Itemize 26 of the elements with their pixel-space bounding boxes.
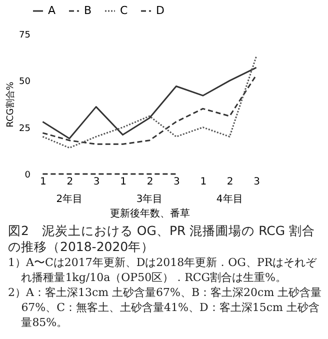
x-axis-title: 更新後年数、番草 [110,208,190,220]
legend-label: D [156,4,164,17]
text: 4年目 [216,193,243,205]
x-tick-label: 1 [40,176,46,188]
x-tick-label: 1 [200,176,207,188]
y-tick-label: 75 [19,30,30,40]
text: 3年目 [136,193,163,205]
y-tick-label: 50 [19,77,31,88]
legend-label: C [120,4,128,17]
x-tick-label: 2 [66,176,74,188]
y-tick-label: 25 [19,124,30,134]
x-tick-label: 3 [254,176,260,188]
x-tick-label: 2 [226,176,234,188]
y-tick-label: 0 [24,170,31,180]
text: 2）A：客土深13cm 土砂含量67%、B：客土深20cm 土砂含量67%、C：無客土、土砂含量41%、D：客土深15cm 土砂含量85%。 [8,285,322,330]
text: 1）A〜Cは2017年更新、Dは2018年更新．OG、PRはそれぞれ播種量1kg/10a（OP50区）．RCG割合は生重%。 [8,255,318,285]
text: 2年目 [56,193,83,205]
x-tick-label: 1 [120,176,126,188]
text: 図2 泥炭土における OG、PR 混播圃場の RCG 割合の推移（2018-2020年） [8,223,316,255]
y-axis-title: RCG割合% [5,81,16,128]
legend-label: B [84,4,92,17]
x-tick-label: 3 [93,176,100,188]
line-series [42,56,258,149]
x-tick-label: 2 [146,176,154,188]
x-tick-label: 3 [174,176,180,188]
legend-label: A [48,4,56,17]
